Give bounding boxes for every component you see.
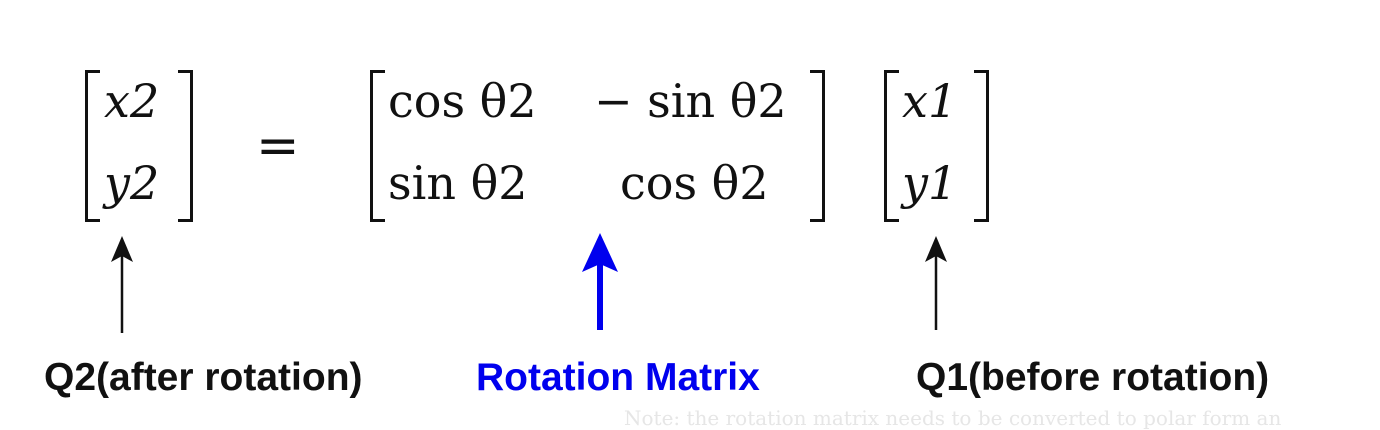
q2-caption: Q2(after rotation) (44, 356, 363, 399)
input-vector-x: x1 (902, 74, 958, 128)
output-vector-y: y2 (104, 156, 160, 210)
matrix-left-bracket (370, 70, 385, 222)
input-vector-y: y1 (902, 156, 958, 210)
q2-arrow (111, 236, 133, 333)
q1-arrow (925, 236, 947, 330)
matrix-cell-r1c1: cos θ2 (388, 74, 537, 128)
output-vector-x: x2 (104, 74, 160, 128)
input-vector-right-bracket (974, 70, 989, 222)
matrix-cell-r2c2: cos θ2 (620, 156, 769, 210)
faint-note: Note: the rotation matrix needs to be co… (624, 406, 1282, 430)
equals-sign: = (256, 116, 300, 176)
rotation-matrix-caption: Rotation Matrix (476, 356, 760, 399)
matrix-right-bracket (810, 70, 825, 222)
matrix-cell-r2c1: sin θ2 (388, 156, 528, 210)
q1-caption: Q1(before rotation) (916, 356, 1270, 399)
output-vector-right-bracket (178, 70, 193, 222)
rotation-matrix-arrow (582, 233, 618, 330)
output-vector-left-bracket (85, 70, 100, 222)
input-vector-left-bracket (884, 70, 899, 222)
matrix-cell-r1c2: − sin θ2 (594, 74, 787, 128)
